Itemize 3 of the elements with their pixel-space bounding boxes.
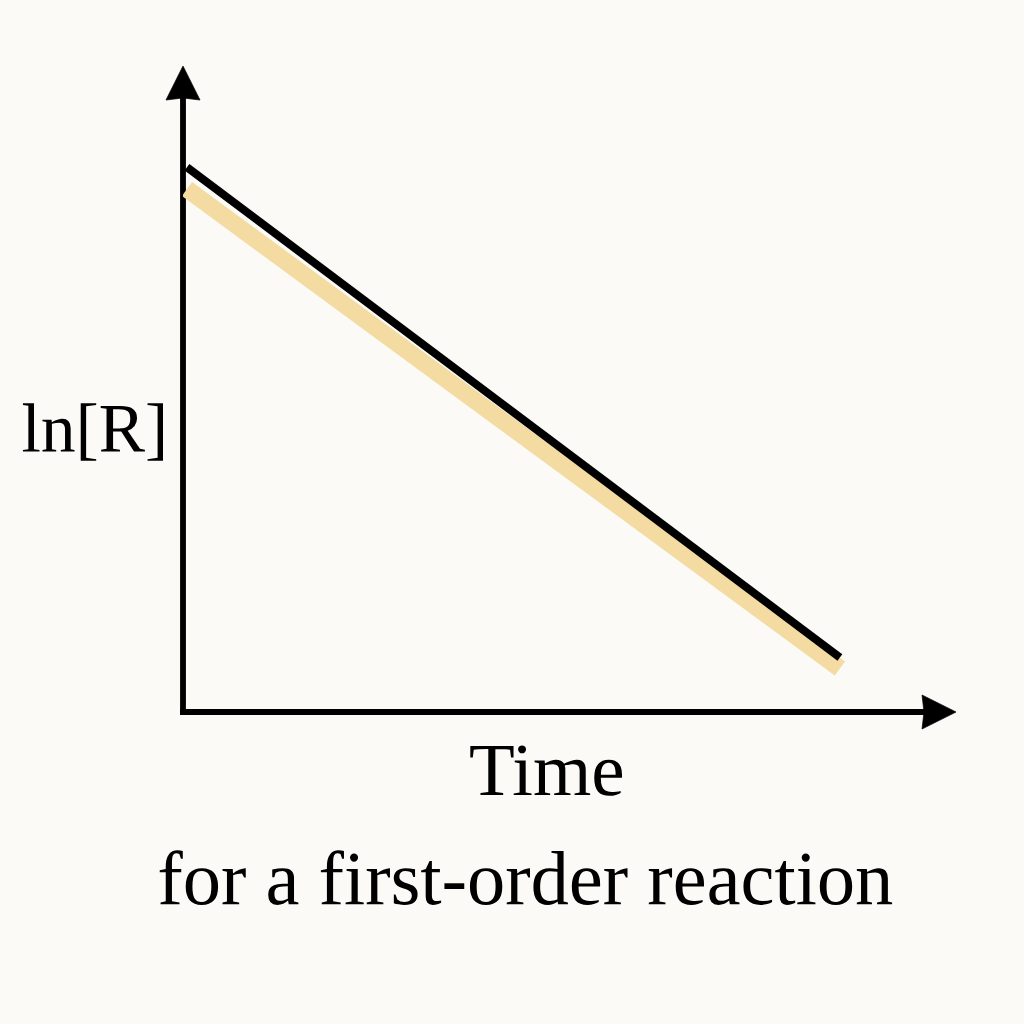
x-axis-title: Time [470, 745, 623, 796]
y-axis-title: ln[R] [22, 403, 163, 461]
text: for a first-order reaction [159, 850, 893, 905]
